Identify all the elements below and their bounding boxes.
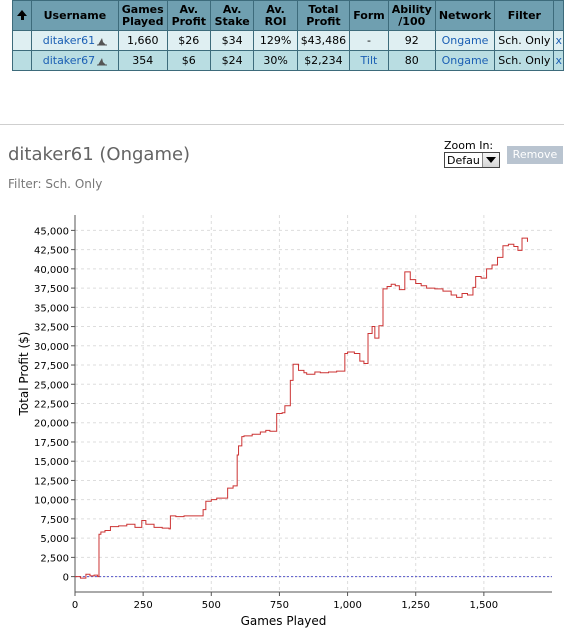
col-remove-header: [553, 0, 564, 31]
col-form-header[interactable]: Form: [349, 0, 389, 31]
zoom-selected-value: Defau: [447, 154, 480, 167]
network-cell: Ongame: [434, 30, 496, 51]
filter-description: Filter: Sch. Only: [8, 177, 103, 191]
y-tick-label: 12,500: [34, 476, 69, 487]
x-tick-label: 500: [202, 600, 221, 611]
roi-cell: 129%: [253, 30, 298, 51]
y-tick-label: 27,500: [34, 361, 69, 372]
y-tick-label: 37,500: [34, 284, 69, 295]
x-axis-title: Games Played: [241, 614, 327, 628]
network-cell: Ongame: [434, 50, 496, 71]
username-cell: ditaker61: [31, 30, 119, 51]
x-tick-label: 1,250: [401, 600, 430, 611]
form-link[interactable]: Tilt: [360, 54, 378, 67]
col-avg-stake-header[interactable]: Av. Stake: [209, 0, 255, 31]
y-tick-label: 15,000: [34, 457, 69, 468]
total-profit-cell: $2,234: [296, 50, 351, 71]
col-avg-profit-header[interactable]: Av. Profit: [166, 0, 211, 31]
stats-table: Username Games Played Av. Profit Av. Sta…: [11, 0, 564, 71]
shark-icon: [97, 57, 108, 65]
y-tick-label: 10,000: [34, 496, 69, 507]
x-tick-label: 250: [134, 600, 153, 611]
avg-stake-cell: $34: [209, 30, 255, 51]
table-row: ditaker61 1,660 $26 $34 129% $43,486 - 9…: [11, 30, 564, 51]
filter-cell: Sch. Only: [494, 50, 555, 71]
section-divider: [0, 124, 564, 125]
col-network-header[interactable]: Network: [434, 0, 496, 31]
total-profit-cell: $43,486: [296, 30, 351, 51]
filter-cell: Sch. Only: [494, 30, 555, 51]
network-link[interactable]: Ongame: [441, 54, 489, 67]
col-filter-header[interactable]: Filter: [494, 0, 555, 31]
y-tick-label: 32,500: [34, 323, 69, 334]
y-tick-label: 0: [63, 573, 69, 584]
y-tick-label: 17,500: [34, 438, 69, 449]
x-tick-label: 750: [270, 600, 289, 611]
sort-button[interactable]: [11, 0, 33, 31]
remove-row-link[interactable]: x: [555, 54, 562, 67]
y-tick-label: 35,000: [34, 303, 69, 314]
row-spacer: [11, 50, 33, 71]
row-spacer: [11, 30, 33, 51]
remove-cell: x: [553, 30, 564, 51]
y-tick-label: 22,500: [34, 400, 69, 411]
remove-cell: x: [553, 50, 564, 71]
profit-series-line: [75, 237, 528, 579]
y-tick-label: 45,000: [34, 226, 69, 237]
y-tick-label: 30,000: [34, 342, 69, 353]
ability-cell: 92: [387, 30, 436, 51]
y-tick-label: 25,000: [34, 380, 69, 391]
roi-cell: 30%: [253, 50, 298, 71]
y-tick-label: 20,000: [34, 419, 69, 430]
x-tick-label: 0: [72, 600, 78, 611]
y-tick-label: 42,500: [34, 246, 69, 257]
username-link[interactable]: ditaker67: [42, 54, 96, 67]
col-ability-header[interactable]: Ability /100: [387, 0, 436, 31]
form-cell: -: [349, 30, 389, 51]
remove-row-link[interactable]: x: [555, 34, 562, 47]
y-tick-label: 7,500: [40, 515, 69, 526]
col-username-header[interactable]: Username: [31, 0, 119, 31]
remove-button[interactable]: Remove: [507, 146, 563, 164]
col-roi-header[interactable]: Av. ROI: [253, 0, 298, 31]
avg-profit-cell: $26: [166, 30, 211, 51]
avg-profit-cell: $6: [166, 50, 211, 71]
shark-icon: [97, 37, 108, 45]
player-title: ditaker61 (Ongame): [8, 144, 191, 165]
network-link[interactable]: Ongame: [441, 34, 489, 47]
table-header-row: Username Games Played Av. Profit Av. Sta…: [11, 0, 564, 31]
ability-cell: 80: [387, 50, 436, 71]
y-axis-title: Total Profit ($): [17, 332, 31, 417]
col-total-profit-header[interactable]: Total Profit: [296, 0, 351, 31]
y-tick-label: 2,500: [40, 553, 69, 564]
zoom-label: Zoom In:: [444, 139, 494, 152]
col-games-header[interactable]: Games Played: [117, 0, 168, 31]
sort-up-arrow-icon: [17, 9, 28, 20]
x-tick-label: 1,000: [333, 600, 362, 611]
chevron-down-icon[interactable]: [482, 153, 499, 167]
zoom-select[interactable]: Defau: [444, 152, 500, 168]
username-link[interactable]: ditaker61: [42, 34, 96, 47]
games-cell: 354: [117, 50, 168, 71]
form-cell: Tilt: [349, 50, 389, 71]
x-tick-label: 1,500: [470, 600, 499, 611]
y-tick-label: 40,000: [34, 265, 69, 276]
games-cell: 1,660: [117, 30, 168, 51]
profit-chart: 0 2,500 5,000 7,500 10,000 12,500 15,000 17,500…: [17, 215, 552, 628]
y-tick-label: 5,000: [40, 534, 69, 545]
avg-stake-cell: $24: [209, 50, 255, 71]
username-cell: ditaker67: [31, 50, 119, 71]
table-row: ditaker67 354 $6 $24 30% $2,234 Tilt 80 …: [11, 50, 564, 71]
